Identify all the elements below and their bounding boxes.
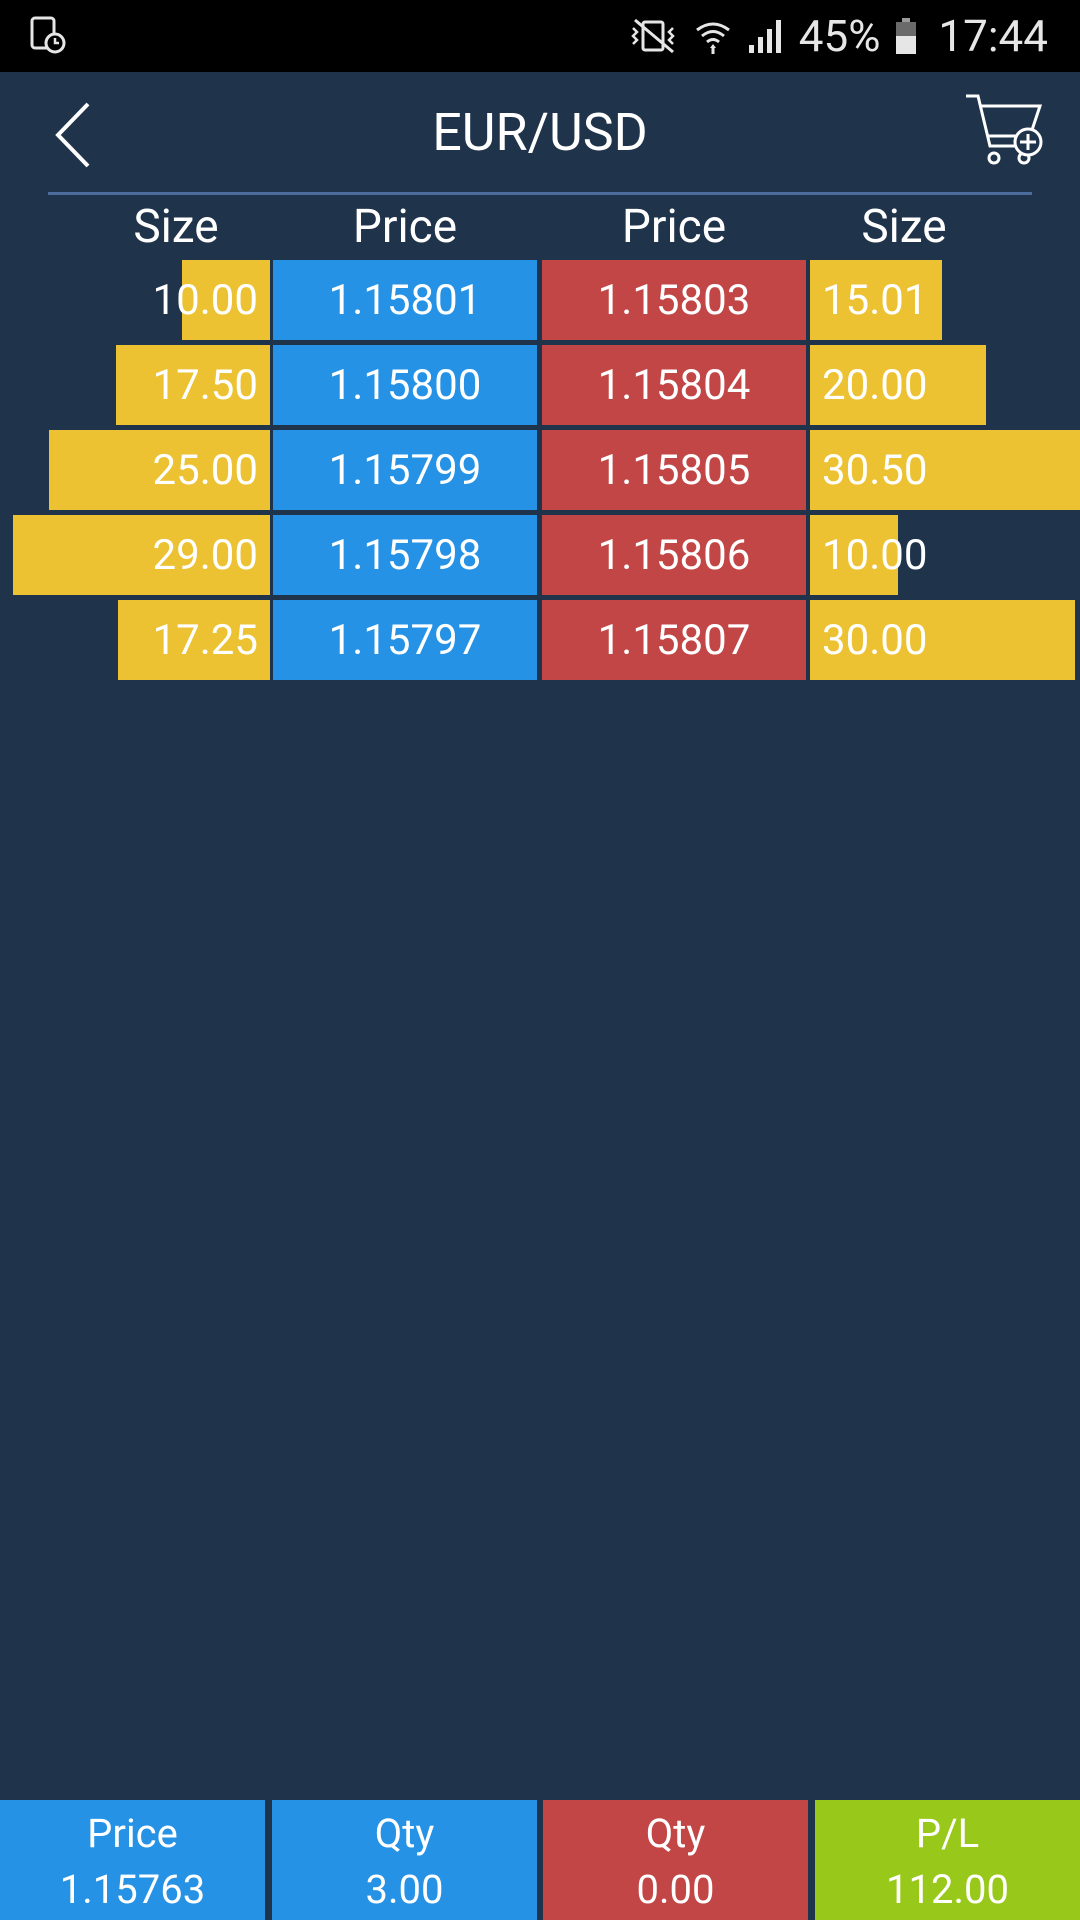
order-book-row: 25.00 1.15799 1.15805 30.50 — [0, 430, 1080, 510]
summary-bid-qty-cell: Qty 3.00 — [272, 1800, 537, 1920]
order-book-row: 29.00 1.15798 1.15806 10.00 — [0, 515, 1080, 595]
bid-size: 10.00 — [152, 276, 259, 325]
cart-add-icon[interactable] — [962, 90, 1046, 174]
ask-price-cell[interactable]: 1.15807 — [542, 600, 806, 680]
ask-size-cell: 30.50 — [810, 430, 1080, 510]
bid-size-cell: 29.00 — [0, 515, 270, 595]
summary-ask-qty-value: 0.00 — [636, 1866, 715, 1913]
ask-size-bar — [810, 345, 986, 425]
ask-price-cell[interactable]: 1.15803 — [542, 260, 806, 340]
chevron-left-icon[interactable] — [50, 100, 100, 170]
summary-pl-cell: P/L 112.00 — [815, 1800, 1080, 1920]
ask-size-cell: 20.00 — [810, 345, 1080, 425]
ask-size-cell: 10.00 — [810, 515, 1080, 595]
summary-ask-qty-label: Qty — [645, 1810, 706, 1857]
summary-bid-qty-label: Qty — [374, 1810, 435, 1857]
order-book-row: 17.50 1.15800 1.15804 20.00 — [0, 345, 1080, 425]
summary-pl-label: P/L — [915, 1810, 980, 1857]
ask-price-cell[interactable]: 1.15805 — [542, 430, 806, 510]
page-title: EUR/USD — [432, 102, 648, 163]
position-summary: Price 1.15763 Qty 3.00 Qty 0.00 P/L 112.… — [0, 1800, 1080, 1920]
bid-size-bar — [118, 600, 270, 680]
ask-size-cell: 30.00 — [810, 600, 1080, 680]
bid-size-bar — [182, 260, 270, 340]
status-bar: 45% 17:44 — [0, 0, 1080, 72]
ask-size-header: Size — [861, 200, 947, 254]
bid-price-cell[interactable]: 1.15797 — [273, 600, 537, 680]
bid-size-bar — [116, 345, 270, 425]
order-book-row: 10.00 1.15801 1.15803 15.01 — [0, 260, 1080, 340]
clock: 17:44 — [938, 10, 1048, 62]
signal-icon — [747, 17, 785, 55]
bid-size-cell: 17.50 — [0, 345, 270, 425]
screen-record-icon — [30, 16, 66, 54]
bid-price-header: Price — [352, 200, 458, 254]
ask-price-cell[interactable]: 1.15804 — [542, 345, 806, 425]
ask-size-bar — [810, 515, 898, 595]
bid-size-cell: 25.00 — [0, 430, 270, 510]
bid-size-cell: 17.25 — [0, 600, 270, 680]
bid-size: 17.25 — [152, 616, 259, 665]
summary-price-label: Price — [87, 1810, 178, 1857]
ask-price-header: Price — [621, 200, 727, 254]
summary-bid-qty-value: 3.00 — [365, 1866, 444, 1913]
order-book-row: 17.25 1.15797 1.15807 30.00 — [0, 600, 1080, 680]
ask-size: 30.50 — [822, 446, 928, 495]
battery-icon — [894, 16, 918, 56]
vibrate-mute-icon — [629, 16, 679, 56]
wifi-icon — [693, 16, 733, 56]
bid-size-bar — [49, 430, 270, 510]
summary-pl-value: 112.00 — [886, 1866, 1009, 1913]
ask-size: 10.00 — [822, 531, 928, 580]
summary-price-value: 1.15763 — [59, 1866, 206, 1913]
battery-percent: 45% — [798, 10, 881, 62]
header-divider — [48, 192, 1032, 195]
ask-size: 30.00 — [822, 616, 928, 665]
bid-price-cell[interactable]: 1.15801 — [273, 260, 537, 340]
ask-size-cell: 15.01 — [810, 260, 1080, 340]
bid-price-cell[interactable]: 1.15798 — [273, 515, 537, 595]
ask-size-bar — [810, 260, 942, 340]
bid-size-cell: 10.00 — [0, 260, 270, 340]
app-header: EUR/USD — [0, 72, 1080, 194]
bid-size-header: Size — [133, 200, 219, 254]
summary-ask-qty-cell: Qty 0.00 — [543, 1800, 808, 1920]
ask-size: 15.01 — [822, 276, 928, 325]
bid-size: 25.00 — [152, 446, 259, 495]
ask-size-bar — [810, 430, 1080, 510]
bid-price-cell[interactable]: 1.15800 — [273, 345, 537, 425]
ask-size-bar — [810, 600, 1075, 680]
ask-price-cell[interactable]: 1.15806 — [542, 515, 806, 595]
bid-size: 17.50 — [152, 361, 259, 410]
bid-price-cell[interactable]: 1.15799 — [273, 430, 537, 510]
summary-price-cell: Price 1.15763 — [0, 1800, 265, 1920]
ask-size: 20.00 — [822, 361, 928, 410]
bid-size-bar — [13, 515, 270, 595]
bid-size: 29.00 — [152, 531, 259, 580]
